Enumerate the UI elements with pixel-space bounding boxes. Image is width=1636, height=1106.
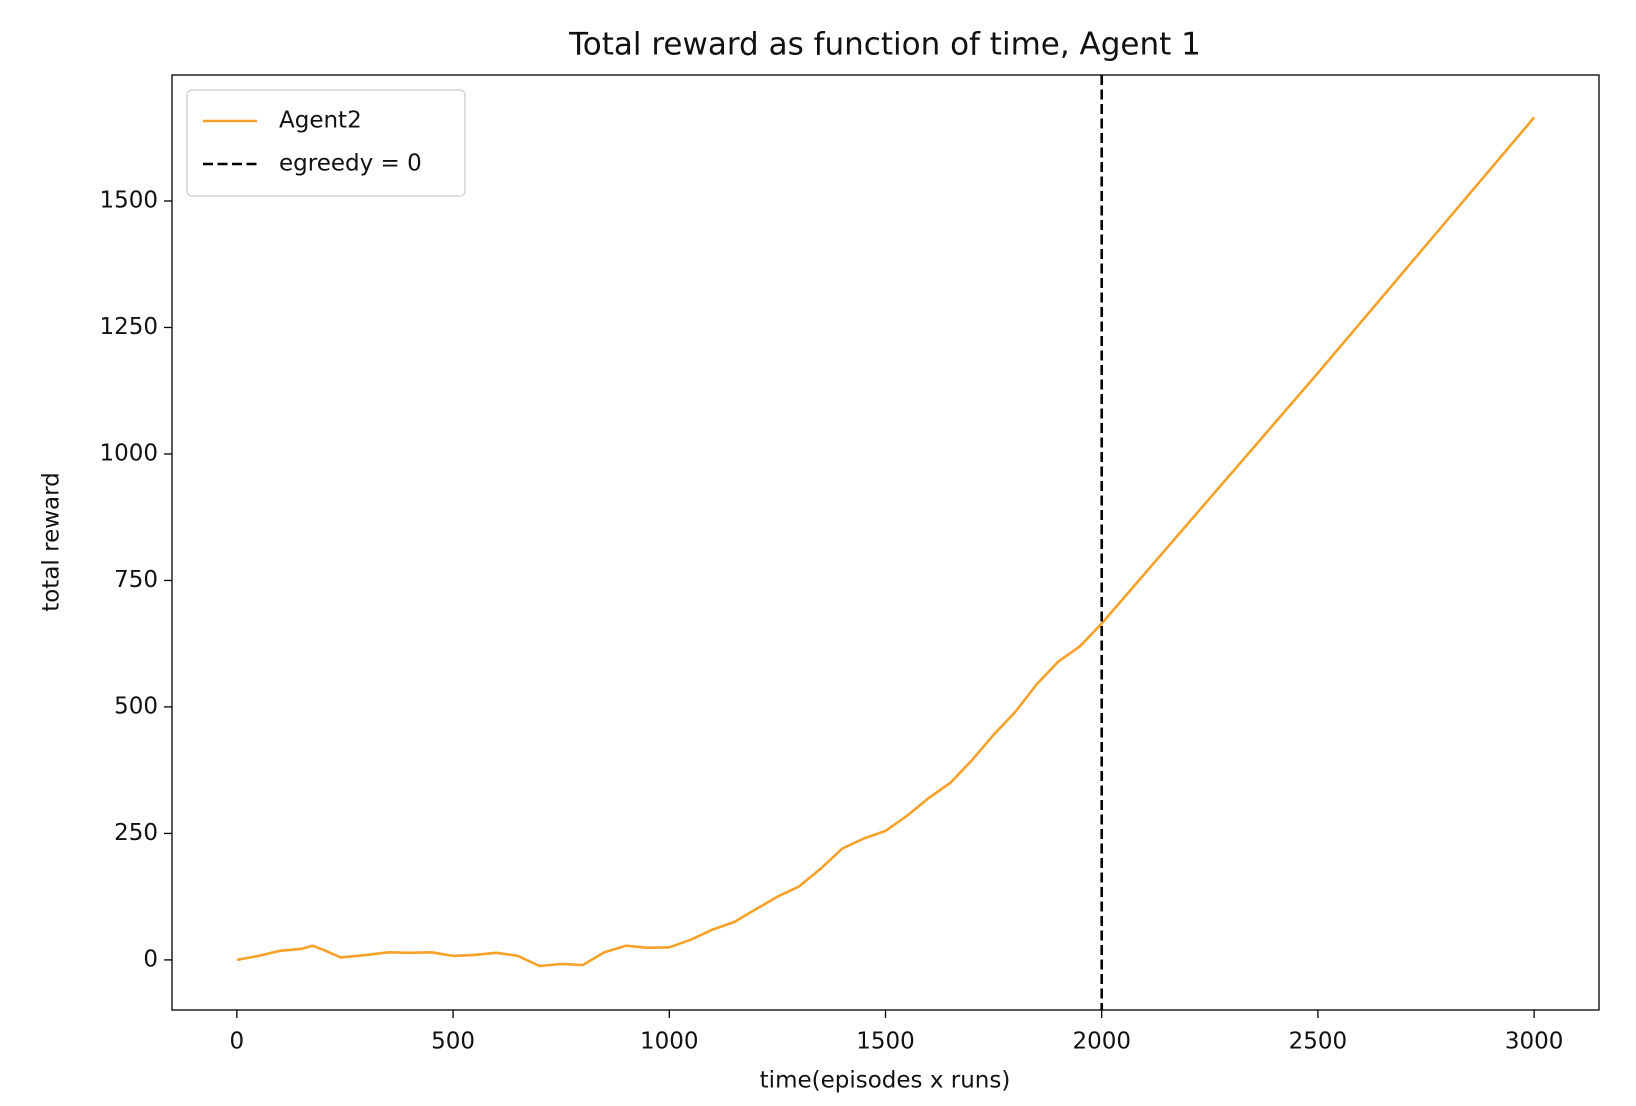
y-tick-label: 1000: [99, 440, 158, 466]
y-tick-label: 1500: [99, 187, 158, 213]
chart-title: Total reward as function of time, Agent …: [568, 27, 1201, 63]
legend-box: [186, 89, 466, 197]
x-axis-label: time(episodes x runs): [760, 1068, 1011, 1094]
x-tick-label: 2500: [1289, 1029, 1348, 1055]
y-axis-label: total reward: [39, 472, 65, 612]
x-tick-label: 500: [431, 1029, 475, 1055]
y-tick-label: 500: [114, 693, 158, 719]
legend: Agent2 egreedy = 0: [186, 89, 466, 197]
x-tick-label: 1000: [640, 1029, 699, 1055]
legend-label: Agent2: [279, 108, 362, 134]
x-tick-label: 3000: [1505, 1029, 1564, 1055]
x-tick-label: 0: [230, 1029, 245, 1055]
x-tick-label: 1500: [856, 1029, 915, 1055]
data-line: [236, 116, 1536, 968]
plot-frame: [171, 74, 1600, 1011]
y-tick-label: 1250: [99, 314, 158, 340]
legend-label: egreedy = 0: [279, 151, 422, 177]
x-tick-label: 2000: [1072, 1029, 1131, 1055]
y-tick-label: 250: [114, 820, 158, 846]
y-tick-label: 0: [143, 946, 158, 972]
y-tick-label: 750: [114, 567, 158, 593]
